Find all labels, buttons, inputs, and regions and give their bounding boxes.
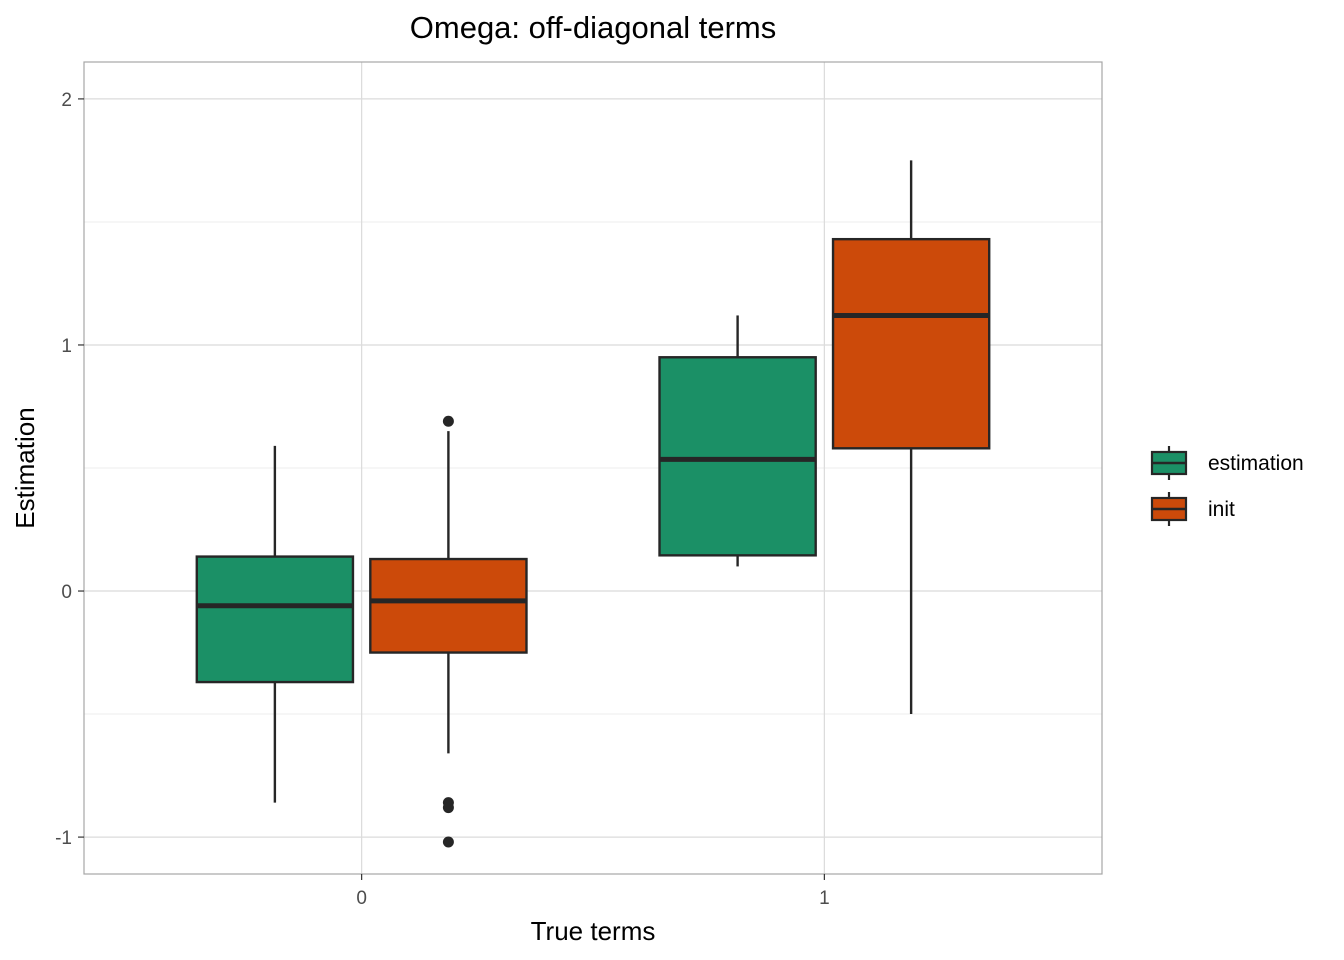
box-series [195,160,991,848]
legend-label: init [1208,498,1235,521]
grid-lines [84,62,1102,874]
y-tick-label: 0 [61,582,72,603]
chart-title: Omega: off-diagonal terms [410,10,776,45]
legend-item-init: init [1150,492,1235,526]
x-tick-label: 1 [819,888,830,909]
box-estimation-1 [658,315,817,567]
y-tick-label: -1 [55,828,72,849]
outlier-point [442,836,454,848]
outlier-point [442,802,454,814]
legend-label: estimation [1208,452,1304,475]
legend-item-estimation: estimation [1150,446,1304,480]
box-body [831,237,991,450]
box-init-0 [369,415,528,848]
outlier-point [442,415,454,427]
box-body [658,356,817,557]
box-init-1 [831,160,991,715]
box-body [369,557,528,654]
y-axis-title: Estimation [10,407,40,528]
plot-panel-border [83,61,1103,875]
box-body [195,555,355,684]
y-tick-label: 1 [61,336,72,357]
box-estimation-0 [195,445,355,803]
y-axis: -1 0 1 2 [55,90,84,849]
x-axis-title: True terms [531,916,656,946]
x-tick-label: 0 [356,888,367,909]
legend: estimation init [1150,446,1304,526]
y-tick-label: 2 [61,90,72,111]
